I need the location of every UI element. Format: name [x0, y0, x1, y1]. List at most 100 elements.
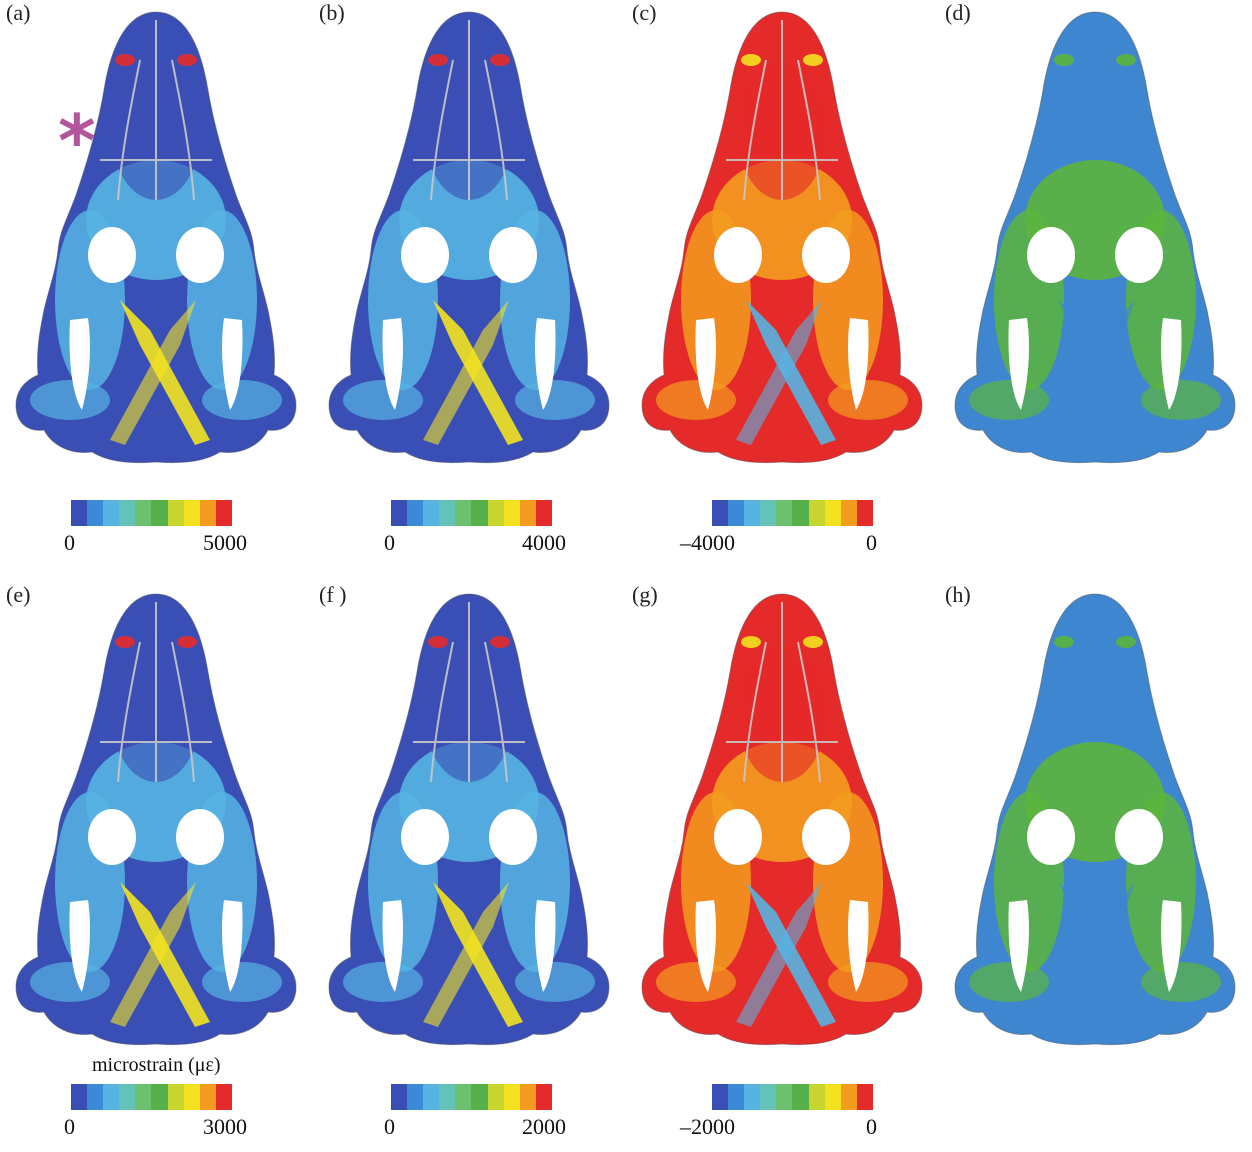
panel-f: (f )	[313, 582, 626, 1152]
panel-a: (a)	[0, 0, 313, 570]
panel-label: (d)	[945, 0, 971, 25]
colorbar-swatch	[712, 500, 729, 526]
colorbar-swatch	[151, 1084, 168, 1110]
colorbar	[712, 1084, 873, 1110]
colorbar-swatch	[407, 500, 424, 526]
colorbar	[391, 1084, 552, 1110]
colorbar-swatch	[808, 1084, 825, 1110]
asterisk-marker: *	[58, 99, 96, 183]
colorbar-swatch	[103, 1084, 120, 1110]
colorbar-swatch	[856, 500, 873, 526]
colorbar-swatch	[199, 500, 216, 526]
colorbar-swatch	[391, 500, 408, 526]
colorbar-swatch	[423, 500, 440, 526]
colorbar-swatch	[728, 1084, 745, 1110]
panel-label: (e)	[6, 582, 31, 607]
colorbar	[71, 1084, 232, 1110]
skull-strain-mode-map	[954, 11, 1236, 464]
colorbar-swatch	[215, 500, 232, 526]
skull-strain-mode-map	[954, 593, 1236, 1046]
colorbar-swatch	[487, 500, 504, 526]
skull-strain-map	[15, 593, 297, 1046]
colorbar-swatch	[535, 1084, 552, 1110]
colorbar-swatch	[503, 500, 520, 526]
panel-b: (b)	[313, 0, 626, 570]
colorbar	[391, 500, 552, 526]
colorbar-max-label: 0	[866, 530, 877, 555]
colorbar-swatch	[840, 1084, 857, 1110]
colorbar-swatch	[471, 500, 488, 526]
colorbar-swatch	[439, 1084, 456, 1110]
colorbar-min-label: 0	[64, 1114, 75, 1139]
colorbar-min-label: 0	[64, 530, 75, 555]
colorbar-swatch	[455, 1084, 472, 1110]
colorbar-max-label: 2000	[522, 1114, 566, 1139]
colorbar-swatch	[87, 1084, 104, 1110]
skull-strain-map	[15, 11, 297, 464]
colorbar-swatch	[199, 1084, 216, 1110]
colorbar-min-label: –4000	[680, 530, 735, 555]
panel-label: (f )	[319, 582, 347, 607]
colorbar-swatch	[824, 1084, 841, 1110]
colorbar-swatch	[423, 1084, 440, 1110]
colorbar-swatch	[535, 500, 552, 526]
colorbar-swatch	[135, 1084, 152, 1110]
colorbar-min-label: 0	[384, 1114, 395, 1139]
colorbar-swatch	[776, 500, 793, 526]
colorbar-swatch	[503, 1084, 520, 1110]
colorbar-swatch	[519, 1084, 536, 1110]
skull-compressive-strain-map	[641, 593, 923, 1046]
colorbar-swatch	[471, 1084, 488, 1110]
colorbar-swatch	[455, 500, 472, 526]
colorbar-swatch	[840, 500, 857, 526]
colorbar-swatch	[167, 500, 184, 526]
colorbar-swatch	[744, 1084, 761, 1110]
colorbar-swatch	[119, 1084, 136, 1110]
colorbar-swatch	[151, 500, 168, 526]
colorbar-swatch	[183, 1084, 200, 1110]
colorbar	[71, 500, 232, 526]
colorbar-swatch	[519, 500, 536, 526]
colorbar-swatch	[183, 500, 200, 526]
colorbar-swatch	[71, 500, 88, 526]
skull-strain-map	[328, 11, 610, 464]
colorbar-swatch	[760, 1084, 777, 1110]
colorbar-swatch	[712, 1084, 729, 1110]
colorbar-swatch	[776, 1084, 793, 1110]
colorbar-max-label: 4000	[522, 530, 566, 555]
panel-c: (c)	[626, 0, 939, 570]
panel-d: (d)	[939, 0, 1252, 570]
colorbar-swatch	[792, 500, 809, 526]
colorbar-swatch	[808, 500, 825, 526]
colorbar-swatch	[167, 1084, 184, 1110]
colorbar-swatch	[215, 1084, 232, 1110]
colorbar-swatch	[87, 500, 104, 526]
colorbar	[712, 500, 873, 526]
colorbar-title: microstrain (με)	[92, 1054, 221, 1076]
panel-label: (h)	[945, 582, 971, 607]
colorbar-swatch	[792, 1084, 809, 1110]
skull-strain-map	[328, 593, 610, 1046]
colorbar-swatch	[824, 500, 841, 526]
colorbar-swatch	[71, 1084, 88, 1110]
panel-label: (g)	[632, 582, 658, 607]
colorbar-swatch	[487, 1084, 504, 1110]
panel-label: (b)	[319, 0, 345, 25]
skull-compressive-strain-map	[641, 11, 923, 464]
colorbar-swatch	[856, 1084, 873, 1110]
colorbar-max-label: 3000	[203, 1114, 247, 1139]
colorbar-swatch	[407, 1084, 424, 1110]
colorbar-max-label: 0	[866, 1114, 877, 1139]
panel-g: (g)	[626, 582, 939, 1152]
colorbar-swatch	[744, 500, 761, 526]
colorbar-max-label: 5000	[203, 530, 247, 555]
colorbar-min-label: –2000	[680, 1114, 735, 1139]
panel-h: (h)	[939, 582, 1252, 1152]
colorbar-min-label: 0	[384, 530, 395, 555]
panel-label: (a)	[6, 0, 31, 25]
panel-label: (c)	[632, 0, 657, 25]
colorbar-swatch	[135, 500, 152, 526]
colorbar-swatch	[391, 1084, 408, 1110]
colorbar-swatch	[439, 500, 456, 526]
colorbar-swatch	[103, 500, 120, 526]
